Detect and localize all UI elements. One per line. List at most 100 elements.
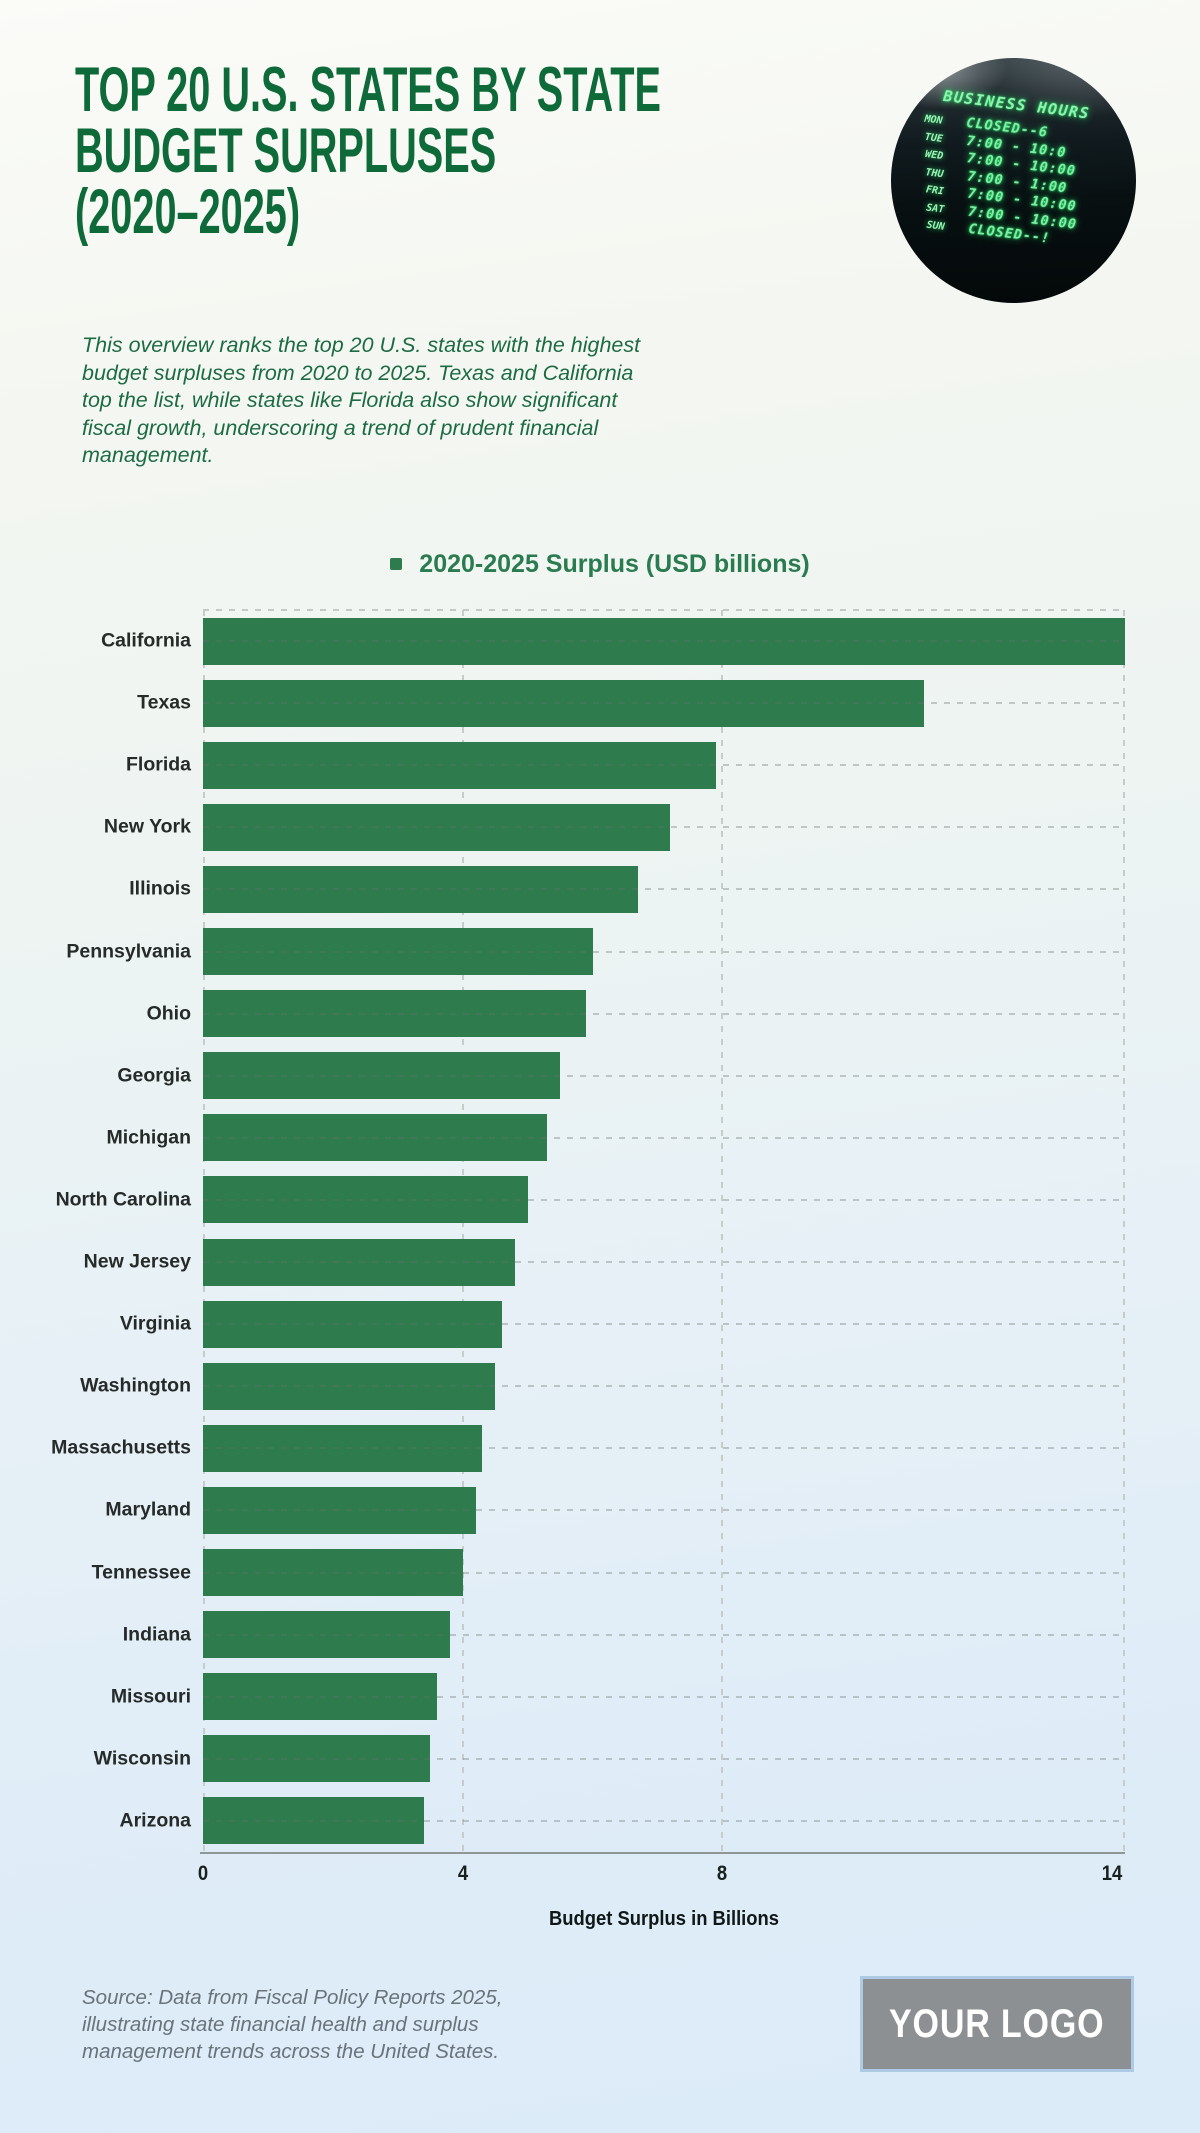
category-label: California <box>101 629 191 652</box>
category-label: Maryland <box>105 1498 191 1521</box>
category-label: New York <box>103 815 191 838</box>
category-label: Ohio <box>146 1002 191 1025</box>
legend-marker-icon <box>390 558 403 570</box>
page-title: TOP 20 U.S. STATES BY STATE BUDGET SURPL… <box>75 55 1005 247</box>
bar-pennsylvania <box>203 928 593 976</box>
x-axis-line <box>200 1852 1125 1854</box>
bar-florida <box>203 741 716 789</box>
chart-row: Georgia <box>117 1045 1125 1107</box>
category-label: Florida <box>125 753 191 776</box>
bar-illinois <box>203 865 639 913</box>
bar-michigan <box>203 1114 548 1162</box>
category-label: Virginia <box>119 1312 191 1335</box>
bar-tennessee <box>203 1549 463 1597</box>
x-tick-label: 0 <box>197 1862 209 1885</box>
chart-row: Ohio <box>147 983 1125 1045</box>
category-label: New Jersey <box>83 1250 191 1273</box>
horizontal-gridline <box>203 1012 1125 1015</box>
led-sign: BUSINESS HOURS MON CLOSED--6 TUE 7:00 - 10:… <box>907 84 1123 255</box>
bar-arizona <box>203 1797 424 1845</box>
chart-row: Missouri <box>111 1666 1125 1728</box>
chart-row: California <box>101 610 1125 672</box>
horizontal-gridline <box>203 764 1125 767</box>
horizontal-gridline <box>203 1385 1125 1388</box>
bar-indiana <box>203 1611 450 1659</box>
business-hours-photo: BUSINESS HOURS MON CLOSED--6 TUE 7:00 - 10:… <box>891 58 1136 303</box>
chart-row: Michigan <box>106 1107 1125 1169</box>
category-label: Illinois <box>129 877 191 900</box>
horizontal-gridline <box>203 826 1125 829</box>
chart-row: Illinois <box>129 858 1125 920</box>
vertical-gridline <box>461 610 464 1852</box>
chart-row: Pennsylvania <box>66 921 1125 983</box>
horizontal-gridline <box>203 1819 1125 1822</box>
chart-row: Maryland <box>105 1479 1125 1541</box>
chart-row: Washington <box>80 1355 1125 1417</box>
category-label: Pennsylvania <box>66 940 191 963</box>
bar-missouri <box>203 1673 437 1721</box>
horizontal-gridline <box>203 640 1125 643</box>
chart-row: New Jersey <box>84 1231 1125 1293</box>
bar-chart-plot: California Texas Florida New York Illinois Pe… <box>51 609 1125 1852</box>
x-tick-label: 14 <box>1101 1862 1123 1885</box>
chart-row: Texas <box>137 672 1125 734</box>
chart-row: Tennessee <box>92 1542 1125 1604</box>
category-label: Washington <box>80 1374 191 1397</box>
category-label: Massachusetts <box>51 1436 191 1459</box>
bar-massachusetts <box>203 1424 483 1472</box>
logo-text: YOUR LOGO <box>889 2001 1105 2046</box>
horizontal-gridline <box>203 1571 1125 1574</box>
x-tick-label: 8 <box>717 1862 728 1885</box>
horizontal-gridline <box>203 1447 1125 1450</box>
horizontal-gridline <box>203 1695 1125 1698</box>
chart-row: New York <box>104 796 1125 858</box>
page-title-line: BUDGET SURPLUSES <box>75 116 497 186</box>
led-day-label: SUN <box>925 219 946 233</box>
x-axis-title: Budget Surplus in Billions <box>549 1908 779 1930</box>
description: This overview ranks the top 20 U.S. stat… <box>82 333 641 467</box>
vertical-gridline <box>721 610 724 1852</box>
category-label: Missouri <box>110 1685 191 1708</box>
category-label: Wisconsin <box>93 1747 191 1770</box>
chart-row: Indiana <box>123 1604 1125 1666</box>
bar-ohio <box>203 990 587 1038</box>
bar-maryland <box>203 1486 476 1534</box>
page-title-line: TOP 20 U.S. STATES BY STATE <box>75 55 661 125</box>
chart-row: Wisconsin <box>94 1728 1125 1790</box>
bar-new-york <box>203 803 671 851</box>
horizontal-gridline <box>203 888 1125 891</box>
horizontal-gridline <box>203 702 1125 705</box>
chart-row: North Carolina <box>56 1169 1125 1231</box>
horizontal-gridline <box>203 1261 1125 1264</box>
horizontal-gridline <box>203 1633 1125 1636</box>
category-label: Tennessee <box>91 1561 191 1584</box>
horizontal-gridline <box>203 1136 1125 1139</box>
bar-georgia <box>203 1052 561 1100</box>
plot-border-line <box>203 610 205 1852</box>
horizontal-gridline <box>203 1323 1125 1326</box>
horizontal-gridline <box>203 1509 1125 1512</box>
chart-row: Arizona <box>119 1790 1125 1852</box>
chart-legend: 2020-2025 Surplus (USD billions) <box>0 548 1200 580</box>
category-label: North Carolina <box>55 1188 191 1211</box>
source-note: Source: Data from Fiscal Policy Reports … <box>82 1986 503 2063</box>
category-label: Arizona <box>119 1809 191 1832</box>
plot-border-line <box>1123 610 1125 1852</box>
horizontal-gridline <box>203 1757 1125 1760</box>
bar-washington <box>203 1362 496 1410</box>
chart-row: Virginia <box>120 1293 1125 1355</box>
bar-virginia <box>203 1300 502 1348</box>
bar-wisconsin <box>203 1735 431 1783</box>
chart-row: Florida <box>126 734 1125 796</box>
horizontal-gridline <box>203 1198 1125 1201</box>
legend-label: 2020-2025 Surplus (USD billions) <box>419 549 810 578</box>
bar-texas <box>203 679 924 727</box>
page-title-line: (2020–2025) <box>75 177 301 247</box>
x-tick-label: 4 <box>457 1862 468 1885</box>
logo-placeholder: YOUR LOGO <box>860 1976 1134 2072</box>
led-sign-hours: MON CLOSED--6 TUE 7:00 - 10:0 WED 7:00 - 10:0… <box>907 109 1120 255</box>
category-label: Georgia <box>117 1064 191 1087</box>
horizontal-gridline <box>203 950 1125 953</box>
category-label: Indiana <box>122 1623 191 1646</box>
